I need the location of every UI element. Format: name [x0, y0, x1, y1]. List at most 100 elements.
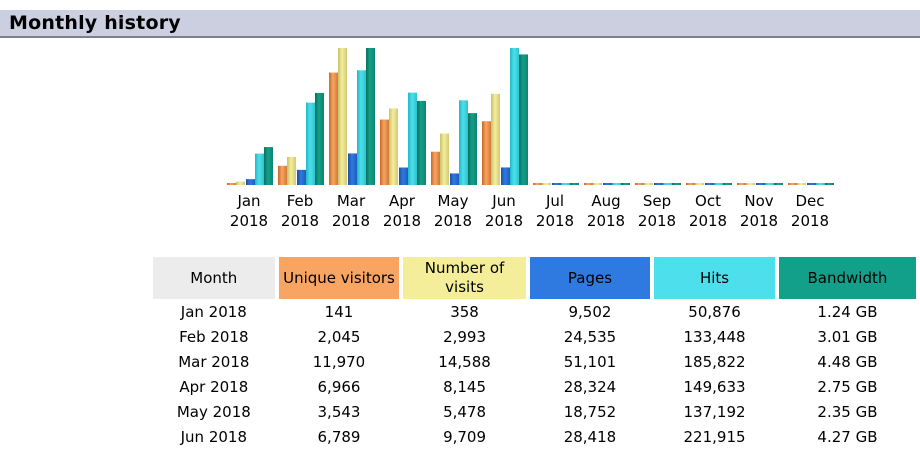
bar-visits-sep: [644, 183, 653, 185]
bar-hits-feb: [306, 102, 315, 185]
bar-hits-jan: [255, 153, 264, 185]
bar-bandwidth-sep: [672, 183, 681, 185]
bar-unique-visitors-mar: [329, 72, 338, 185]
x-tick-month-dec: Dec: [795, 192, 824, 210]
x-tick-month-may: May: [437, 192, 468, 210]
cell-pages: 18,752: [563, 402, 617, 421]
x-tick-year-jun: 2018: [485, 212, 523, 230]
bar-bandwidth-may: [468, 113, 477, 185]
bar-unique-visitors-apr: [380, 119, 389, 185]
bar-bandwidth-dec: [825, 183, 834, 185]
bar-bandwidth-mar: [366, 48, 375, 185]
x-tick-year-oct: 2018: [689, 212, 727, 230]
cell-hits: 50,876: [688, 302, 741, 321]
bar-unique-visitors-oct: [686, 183, 695, 185]
x-tick-month-jun: Jun: [491, 192, 515, 210]
bar-pages-sep: [654, 183, 663, 185]
bar-unique-visitors-nov: [737, 183, 746, 185]
cell-hits: 137,192: [683, 402, 746, 421]
bar-unique-visitors-may: [431, 151, 440, 185]
x-tick-year-apr: 2018: [383, 212, 421, 230]
bar-pages-jun: [501, 167, 510, 185]
x-tick-year-aug: 2018: [587, 212, 625, 230]
cell-visits: 8,145: [443, 377, 487, 396]
bar-visits-jun: [491, 93, 500, 185]
cell-pages: 28,324: [563, 377, 617, 396]
bar-hits-jul: [561, 183, 570, 185]
bar-bandwidth-jul: [570, 183, 579, 185]
cell-pages: 24,535: [563, 327, 617, 346]
section-title: Monthly history: [9, 12, 181, 34]
cell-month: May 2018: [176, 402, 251, 421]
table-row: Apr 2018 6,966 8,145 28,324 149,633 2.75…: [153, 374, 916, 399]
bar-hits-jun: [510, 48, 519, 185]
bar-unique-visitors-jul: [533, 183, 542, 185]
bar-unique-visitors-sep: [635, 183, 644, 185]
col-header-bandwidth: Bandwidth: [778, 257, 916, 299]
bar-pages-nov: [756, 183, 765, 185]
bar-hits-mar: [357, 70, 366, 185]
cell-pages: 9,502: [568, 302, 612, 321]
bar-pages-oct: [705, 183, 714, 185]
table-row: Jun 2018 6,789 9,709 28,418 221,915 4.27…: [153, 424, 916, 449]
x-tick-year-jul: 2018: [536, 212, 574, 230]
bar-bandwidth-nov: [774, 183, 783, 185]
cell-visits: 9,709: [443, 427, 487, 446]
cell-month: Mar 2018: [178, 352, 250, 371]
col-header-unique-visitors: Unique visitors: [278, 257, 400, 299]
col-header-visits: Number of visits: [403, 257, 526, 299]
x-tick-year-feb: 2018: [281, 212, 319, 230]
cell-month: Feb 2018: [179, 327, 249, 346]
cell-month: Jun 2018: [180, 427, 247, 446]
bar-unique-visitors-jun: [482, 121, 491, 185]
table-row: Mar 2018 11,970 14,588 51,101 185,822 4.…: [153, 349, 916, 374]
chart-bars: [227, 48, 834, 185]
bar-bandwidth-apr: [417, 100, 426, 185]
bar-hits-nov: [765, 183, 774, 185]
bar-visits-jul: [542, 183, 551, 185]
bar-visits-feb: [287, 156, 296, 185]
bar-visits-aug: [593, 183, 602, 185]
cell-visits: 5,478: [443, 402, 487, 421]
cell-hits: 149,633: [683, 377, 746, 396]
bar-bandwidth-oct: [723, 183, 732, 185]
cell-unique-visitors: 11,970: [312, 352, 366, 371]
bar-bandwidth-aug: [621, 183, 630, 185]
bar-visits-apr: [389, 108, 398, 185]
cell-bandwidth: 2.75 GB: [817, 377, 878, 396]
bar-visits-may: [440, 133, 449, 185]
cell-bandwidth: 1.24 GB: [817, 302, 878, 321]
cell-hits: 185,822: [683, 352, 746, 371]
cell-visits: 2,993: [443, 327, 487, 346]
bar-visits-oct: [695, 183, 704, 185]
x-tick-month-jul: Jul: [545, 192, 564, 210]
x-tick-year-may: 2018: [434, 212, 472, 230]
bar-hits-apr: [408, 92, 417, 185]
bar-pages-may: [450, 173, 459, 185]
bar-pages-dec: [807, 183, 816, 185]
bar-hits-may: [459, 100, 468, 185]
col-header-hits: Hits: [654, 257, 775, 299]
cell-bandwidth: 3.01 GB: [817, 327, 878, 346]
bar-pages-jan: [246, 179, 255, 185]
cell-visits: 14,588: [438, 352, 491, 371]
bar-bandwidth-jan: [264, 147, 273, 185]
bar-visits-dec: [797, 183, 806, 185]
col-header-pages: Pages: [529, 257, 651, 299]
cell-unique-visitors: 3,543: [317, 402, 361, 421]
bar-hits-aug: [612, 183, 621, 185]
x-tick-month-aug: Aug: [591, 192, 620, 210]
x-tick-month-mar: Mar: [337, 192, 366, 210]
cell-pages: 28,418: [563, 427, 617, 446]
x-tick-year-jan: 2018: [230, 212, 268, 230]
cell-unique-visitors: 2,045: [317, 327, 361, 346]
cell-hits: 221,915: [683, 427, 746, 446]
col-header-month: Month: [153, 257, 275, 299]
x-tick-month-jan: Jan: [236, 192, 260, 210]
cell-unique-visitors: 6,966: [317, 377, 361, 396]
table-row: May 2018 3,543 5,478 18,752 137,192 2.35…: [153, 399, 916, 424]
bar-visits-nov: [746, 183, 755, 185]
x-tick-month-feb: Feb: [287, 192, 314, 210]
cell-bandwidth: 2.35 GB: [817, 402, 878, 421]
table-row: Jan 2018 141 358 9,502 50,876 1.24 GB: [153, 299, 916, 324]
